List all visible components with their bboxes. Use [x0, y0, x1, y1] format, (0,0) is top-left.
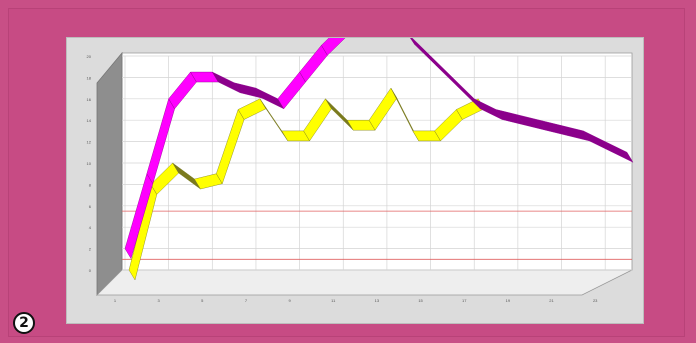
chart-y-tick-labels: 0 2 4 6 8 10 12 14 16 18 20 [87, 54, 92, 273]
chart-floor [96, 269, 633, 296]
chart-y-tick-label: 10 [87, 161, 92, 166]
chart-x-tick-label: 23 [593, 298, 598, 303]
chart-x-tick-label: 21 [549, 298, 554, 303]
chart-x-tick-label: 15 [418, 298, 423, 303]
chart-y-tick-label: 18 [87, 75, 92, 80]
chart-y-tick-label: 20 [87, 54, 92, 59]
chart-x-tick-label: 5 [201, 298, 204, 303]
chart-x-tick-label: 1 [114, 298, 117, 303]
chart-y-tick-label: 14 [87, 118, 92, 123]
chart-x-tick-label: 19 [506, 298, 511, 303]
chart-x-tick-label: 3 [158, 298, 161, 303]
chart-back-wall [121, 52, 633, 271]
chart-ribbon-segment [321, 38, 346, 56]
chart-x-tick-label: 11 [331, 298, 336, 303]
chart-x-tick-label: 7 [245, 298, 248, 303]
chart-y-tick-label: 12 [87, 140, 92, 145]
chart-y-tick-label: 4 [89, 225, 92, 230]
chart-y-tick-label: 16 [87, 97, 92, 102]
chart-series [128, 87, 485, 281]
chart-ribbon-segment [410, 38, 415, 45]
chart-y-tick-label: 8 [89, 182, 92, 187]
chart-y-tick-label: 0 [89, 268, 92, 273]
chart-x-tick-label: 13 [375, 298, 380, 303]
chart-y-tick-label: 2 [89, 247, 92, 252]
chart-ribbons [124, 38, 634, 281]
chart-side-wall [96, 51, 123, 296]
chart-panel: 0 2 4 6 8 10 12 14 16 18 20 1 3 5 7 9 11 13 15 17 19 21 23 [66, 37, 644, 324]
figure-number-badge: 2 [13, 312, 35, 334]
chart-x-tick-label: 9 [288, 298, 291, 303]
chart-x-tick-label: 17 [462, 298, 467, 303]
chart-series [124, 38, 634, 260]
chart-ribbon-segment [604, 141, 634, 163]
chart-y-tick-label: 6 [89, 204, 92, 209]
chart-x-tick-labels: 1 3 5 7 9 11 13 15 17 19 21 23 [114, 298, 598, 303]
chart-reference-lines [122, 210, 632, 260]
